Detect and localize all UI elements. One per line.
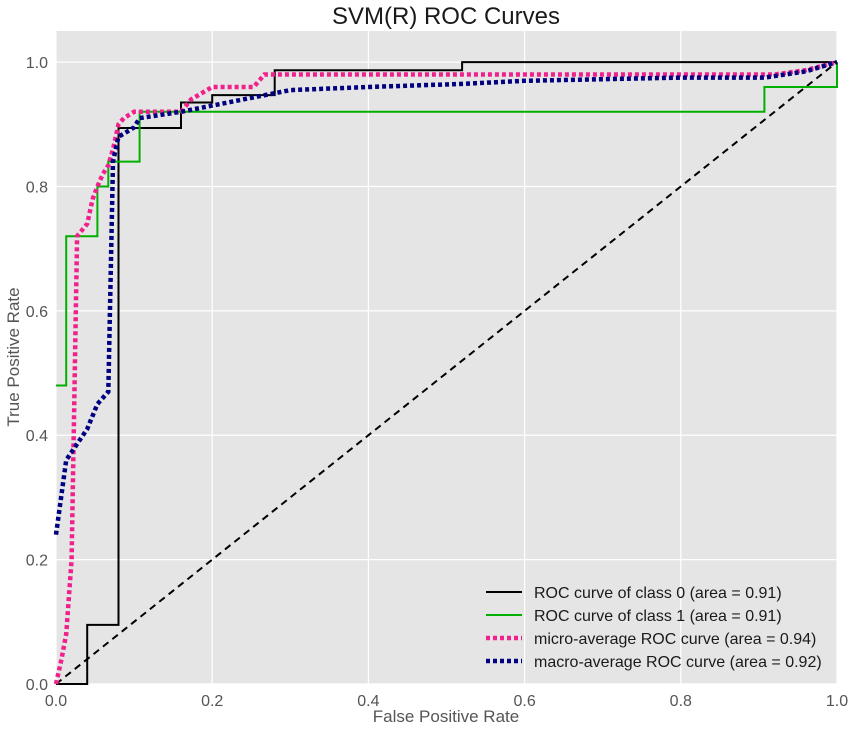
plot-area: [56, 31, 837, 684]
x-tick-label: 0.0: [45, 693, 67, 710]
legend-entry-label: ROC curve of class 1 (area = 0.91): [534, 608, 782, 625]
x-tick-label: 1.0: [826, 693, 848, 710]
x-tick-label: 0.8: [670, 693, 692, 710]
gridlines: [55, 31, 838, 685]
y-tick-label: 0.6: [26, 304, 48, 321]
series-line-4: [53, 59, 838, 536]
x-axis-label: False Positive Rate: [373, 707, 519, 726]
legend-entry-label: macro-average ROC curve (area = 0.92): [534, 654, 822, 671]
chance-reference-line: [55, 61, 838, 685]
chart-title: SVM(R) ROC Curves: [332, 3, 560, 30]
series-line-3: [53, 59, 838, 685]
y-tick-labels: 0.0 0.2 0.4 0.6 0.8 1.0: [26, 55, 48, 694]
series-line-1: [56, 61, 837, 685]
y-tick-label: 0.4: [26, 428, 48, 445]
series-group: [53, 59, 838, 685]
y-axis-label: True Positive Rate: [4, 287, 23, 426]
y-tick-label: 0.0: [26, 677, 48, 694]
x-tick-label: 0.2: [201, 693, 223, 710]
series-line-2: [56, 62, 838, 387]
legend-entry-label: micro-average ROC curve (area = 0.94): [534, 631, 816, 648]
legend: ROC curve of class 0 (area = 0.91) ROC cu…: [486, 585, 822, 671]
legend-entry-label: ROC curve of class 0 (area = 0.91): [534, 585, 782, 602]
y-tick-label: 1.0: [26, 55, 48, 72]
chance-diagonal-line: [55, 61, 838, 685]
x-tick-label: 0.6: [513, 693, 535, 710]
x-tick-label: 0.4: [357, 693, 379, 710]
y-tick-label: 0.8: [26, 179, 48, 196]
x-tick-labels: 0.0 0.2 0.4 0.6 0.8 1.0: [45, 693, 848, 710]
y-tick-label: 0.2: [26, 553, 48, 570]
